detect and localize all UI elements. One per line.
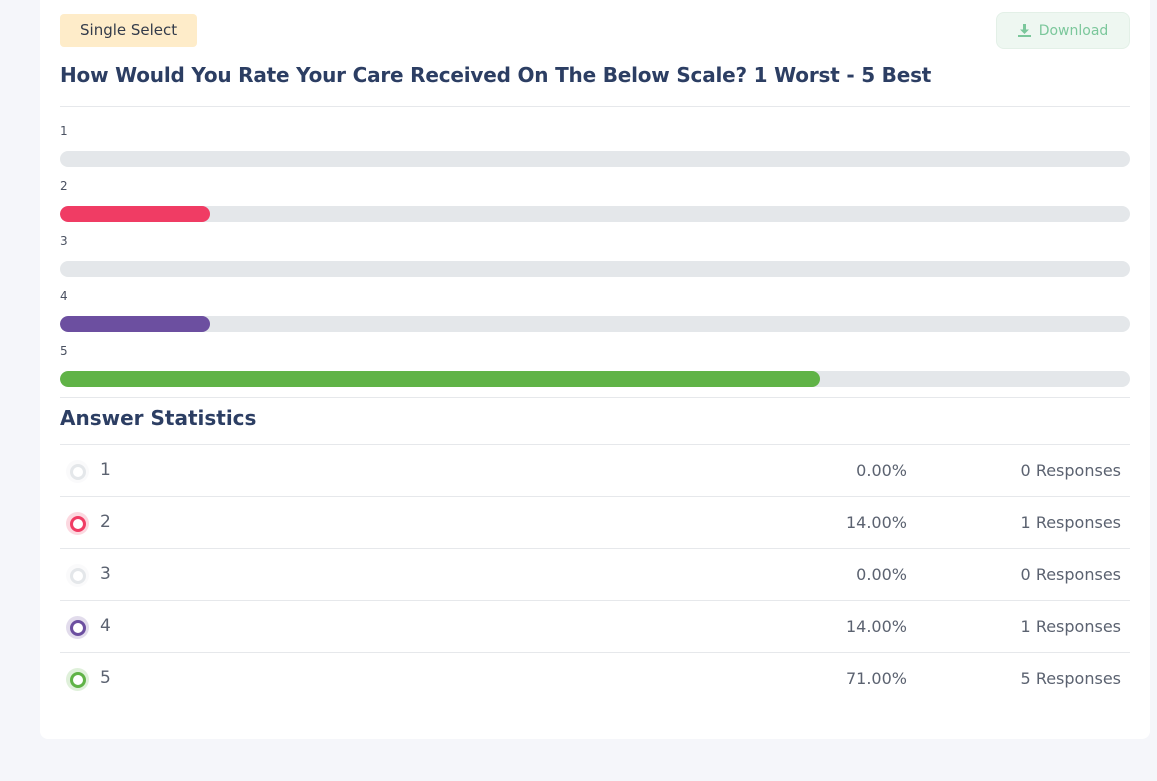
bar-label-2: 2 xyxy=(60,179,68,193)
option-color-indicator-icon xyxy=(66,460,89,483)
title-divider xyxy=(60,106,1130,107)
stat-percent: 14.00% xyxy=(845,513,907,532)
stat-responses: 0 Responses xyxy=(1020,461,1121,480)
stat-option-label: 3 xyxy=(100,564,111,584)
question-title: How Would You Rate Your Care Received On… xyxy=(60,63,932,87)
stat-row-3: 3 0.00% 0 Responses xyxy=(60,548,1130,600)
download-button[interactable]: Download xyxy=(996,12,1130,49)
bar-fill-2 xyxy=(60,206,210,222)
stat-row-5: 5 71.00% 5 Responses xyxy=(60,652,1130,704)
stat-responses: 1 Responses xyxy=(1020,513,1121,532)
stat-responses: 5 Responses xyxy=(1020,669,1121,688)
stat-option-label: 5 xyxy=(100,668,111,688)
bar-track-4 xyxy=(60,316,1130,332)
bar-track-3 xyxy=(60,261,1130,277)
bar-fill-5 xyxy=(60,371,820,387)
download-label: Download xyxy=(1038,22,1109,39)
bar-fill-4 xyxy=(60,316,210,332)
stat-responses: 0 Responses xyxy=(1020,565,1121,584)
question-result-card: Single Select Download How Would You Rat… xyxy=(40,0,1150,739)
option-color-indicator-icon xyxy=(66,564,89,587)
question-type-badge: Single Select xyxy=(60,14,198,47)
bar-label-3: 3 xyxy=(60,234,68,248)
stat-row-4: 4 14.00% 1 Responses xyxy=(60,600,1130,652)
stat-percent: 0.00% xyxy=(856,461,907,480)
stat-option-label: 2 xyxy=(100,512,111,532)
stat-option-label: 4 xyxy=(100,616,111,636)
stat-row-1: 1 0.00% 0 Responses xyxy=(60,444,1130,496)
option-color-indicator-icon xyxy=(66,668,89,691)
bars-divider xyxy=(60,397,1130,398)
bar-label-1: 1 xyxy=(60,124,68,138)
option-color-indicator-icon xyxy=(66,616,89,639)
bar-track-5 xyxy=(60,371,1130,387)
stat-percent: 14.00% xyxy=(845,617,907,636)
answer-statistics-title: Answer Statistics xyxy=(60,406,257,430)
bar-track-2 xyxy=(60,206,1130,222)
stat-percent: 71.00% xyxy=(845,669,907,688)
option-color-indicator-icon xyxy=(66,512,89,535)
bar-label-5: 5 xyxy=(60,344,68,358)
stat-percent: 0.00% xyxy=(856,565,907,584)
download-icon xyxy=(1017,24,1031,37)
stat-row-2: 2 14.00% 1 Responses xyxy=(60,496,1130,548)
bar-track-1 xyxy=(60,151,1130,167)
bar-label-4: 4 xyxy=(60,289,68,303)
stat-option-label: 1 xyxy=(100,460,111,480)
stat-responses: 1 Responses xyxy=(1020,617,1121,636)
